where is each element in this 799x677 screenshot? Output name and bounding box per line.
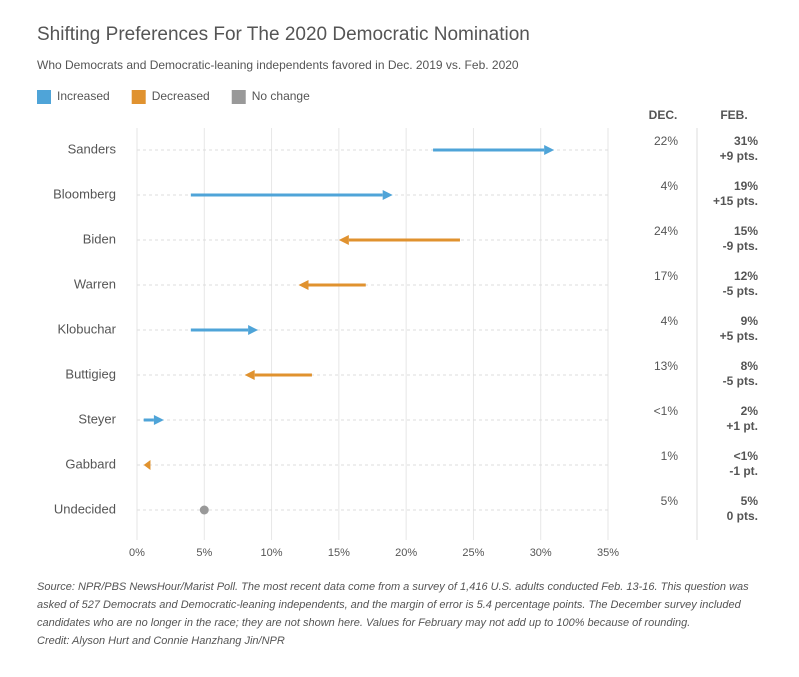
- dec-value: 5%: [661, 494, 679, 508]
- dec-value: 4%: [661, 314, 679, 328]
- category-label: Warren: [74, 276, 116, 291]
- change-value: +1 pt.: [726, 419, 758, 433]
- source-note: Source: NPR/PBS NewsHour/Marist Poll. Th…: [37, 581, 749, 593]
- change-value: +5 pts.: [720, 329, 758, 343]
- arrow-head: [544, 145, 555, 155]
- feb-value: 12%: [734, 269, 758, 283]
- legend-swatch: [37, 90, 51, 104]
- feb-value: 8%: [741, 359, 759, 373]
- arrow: [143, 460, 151, 470]
- arrow: [190, 190, 393, 200]
- feb-value: 15%: [734, 224, 758, 238]
- source-note: candidates who are no longer in the race…: [37, 617, 690, 629]
- dec-header: DEC.: [649, 108, 678, 122]
- feb-header: FEB.: [720, 108, 747, 122]
- x-tick-label: 10%: [261, 547, 283, 559]
- legend-swatch: [131, 90, 146, 104]
- feb-value: 2%: [741, 404, 759, 418]
- legend-label: Increased: [57, 89, 110, 103]
- dec-value: 17%: [654, 269, 678, 283]
- x-tick-label: 0%: [129, 547, 145, 559]
- dec-value: 13%: [654, 359, 678, 373]
- change-value: -5 pts.: [723, 374, 758, 388]
- dec-value: 22%: [654, 134, 678, 148]
- category-label: Bloomberg: [53, 186, 116, 201]
- change-value: -5 pts.: [723, 284, 758, 298]
- source-note: asked of 527 Democrats and Democratic-le…: [37, 599, 742, 611]
- legend-swatch: [231, 90, 246, 104]
- dec-value: 24%: [654, 224, 678, 238]
- no-change-dot: [199, 505, 209, 515]
- x-tick-label: 20%: [395, 547, 417, 559]
- legend-label: Decreased: [152, 89, 210, 103]
- category-label: Undecided: [54, 501, 116, 516]
- feb-value: 5%: [741, 494, 759, 508]
- legend-label: No change: [252, 89, 310, 103]
- category-label: Gabbard: [65, 456, 116, 471]
- dec-value: 4%: [661, 179, 679, 193]
- change-value: -1 pt.: [729, 464, 758, 478]
- category-label: Steyer: [78, 411, 116, 426]
- arrow: [298, 280, 366, 290]
- feb-value: 19%: [734, 179, 758, 193]
- arrow-head: [382, 190, 393, 200]
- arrow: [433, 145, 555, 155]
- chart-title: Shifting Preferences For The 2020 Democr…: [37, 24, 530, 45]
- arrow-head: [248, 325, 259, 335]
- arrow-head: [298, 280, 309, 290]
- arrow: [338, 235, 460, 245]
- feb-value: <1%: [734, 449, 759, 463]
- change-value: +15 pts.: [713, 194, 758, 208]
- change-value: -9 pts.: [723, 239, 758, 253]
- x-tick-label: 30%: [530, 547, 552, 559]
- change-value: 0 pts.: [727, 509, 758, 523]
- arrow-head: [244, 370, 255, 380]
- arrow-head: [143, 460, 151, 470]
- x-tick-label: 15%: [328, 547, 350, 559]
- arrow: [190, 325, 259, 335]
- arrow-head: [153, 415, 164, 425]
- arrow: [143, 415, 164, 425]
- credit-note: Credit: Alyson Hurt and Connie Hanzhang …: [37, 635, 285, 647]
- dec-value: <1%: [654, 404, 679, 418]
- arrow: [244, 370, 312, 380]
- x-tick-label: 5%: [196, 547, 212, 559]
- category-label: Buttigieg: [65, 366, 116, 381]
- category-label: Klobuchar: [57, 321, 116, 336]
- category-label: Sanders: [68, 141, 117, 156]
- x-tick-label: 35%: [597, 547, 619, 559]
- category-label: Biden: [83, 231, 116, 246]
- x-tick-label: 25%: [462, 547, 484, 559]
- change-value: +9 pts.: [720, 149, 758, 163]
- feb-value: 9%: [741, 314, 759, 328]
- chart-subtitle: Who Democrats and Democratic-leaning ind…: [37, 58, 519, 72]
- arrow-head: [338, 235, 349, 245]
- dec-value: 1%: [661, 449, 679, 463]
- feb-value: 31%: [734, 134, 758, 148]
